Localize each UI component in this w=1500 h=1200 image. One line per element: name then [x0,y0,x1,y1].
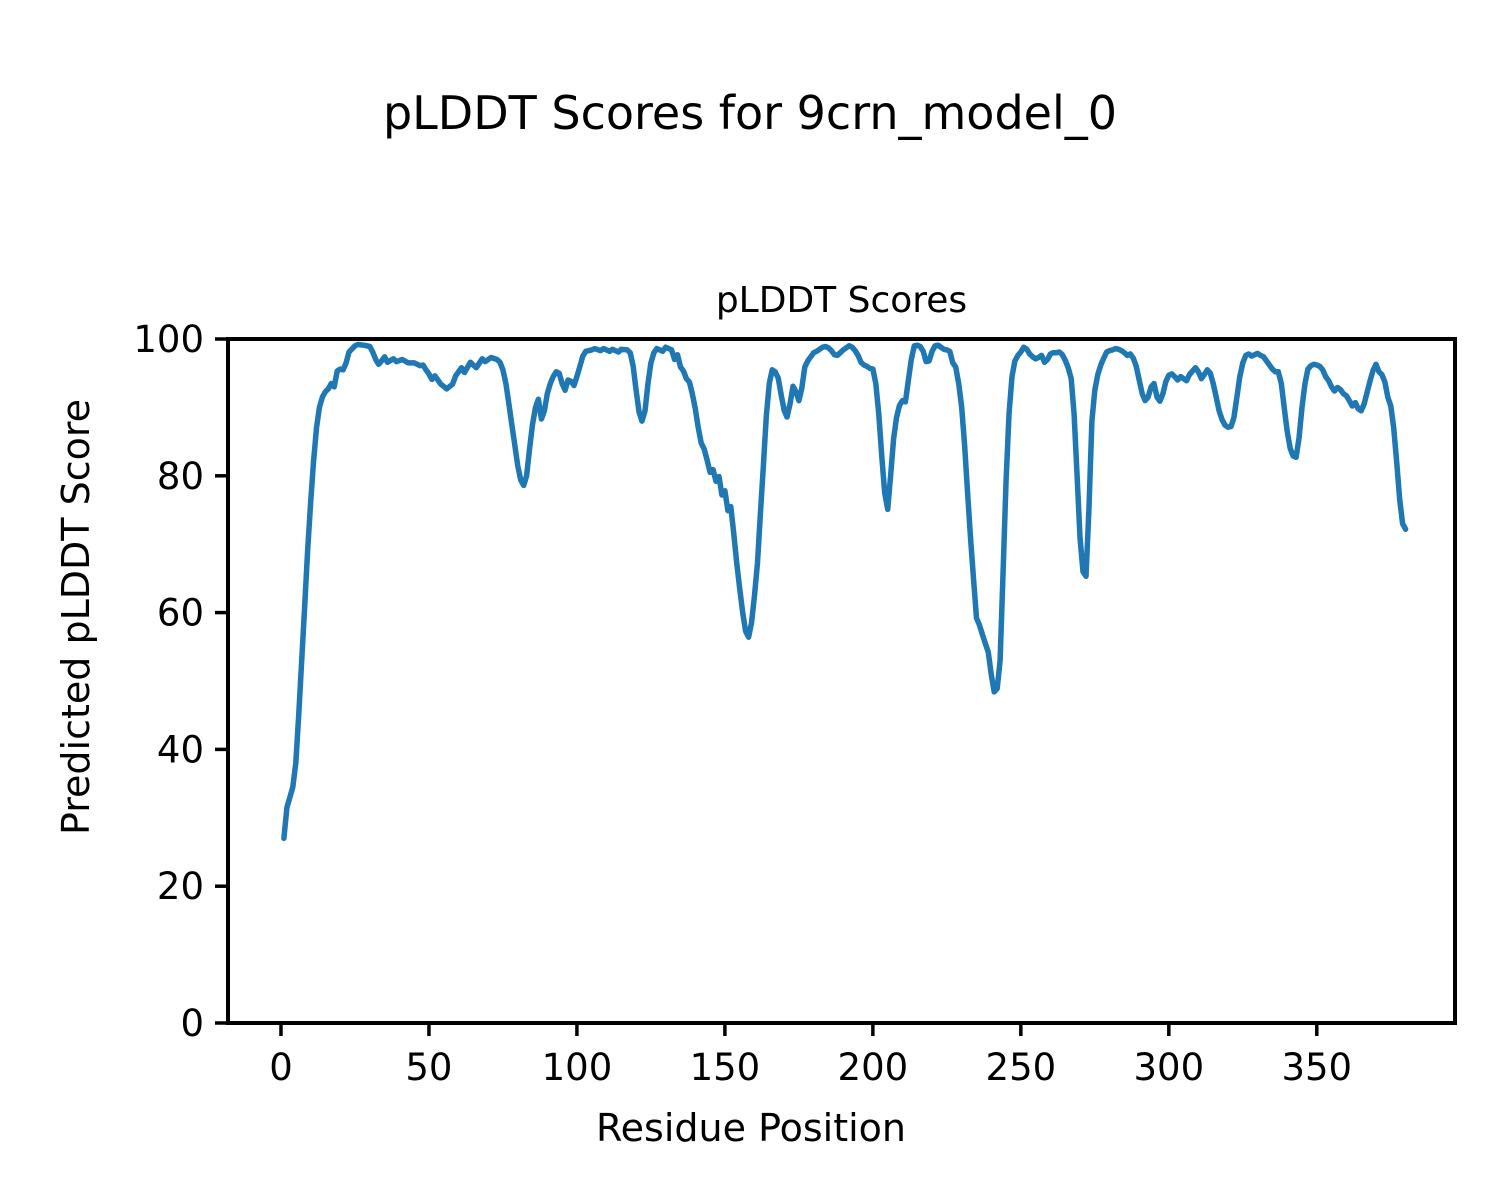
x-tick-label: 100 [542,1046,613,1089]
figure-title: pLDDT Scores for 9crn_model_0 [382,86,1117,140]
y-tick-label: 100 [133,318,204,361]
plddt-line [281,341,1409,842]
y-tick-label: 0 [180,1002,204,1045]
x-tick-label: 250 [986,1046,1057,1089]
x-axis-label: Residue Position [595,1106,907,1150]
axes-frame [226,337,1457,1025]
x-tick-label: 300 [1134,1046,1205,1089]
y-tick-label: 20 [157,865,204,908]
x-tick-label: 200 [838,1046,909,1089]
x-tick-label: 150 [690,1046,761,1089]
y-tick-label: 60 [157,592,204,635]
y-tick-label: 80 [157,455,204,498]
y-tick-label: 40 [157,728,204,771]
axes-title: pLDDT Scores [715,280,968,321]
x-tick-label: 350 [1281,1046,1352,1089]
x-tick-label: 50 [405,1046,452,1089]
x-tick-label: 0 [269,1046,293,1089]
